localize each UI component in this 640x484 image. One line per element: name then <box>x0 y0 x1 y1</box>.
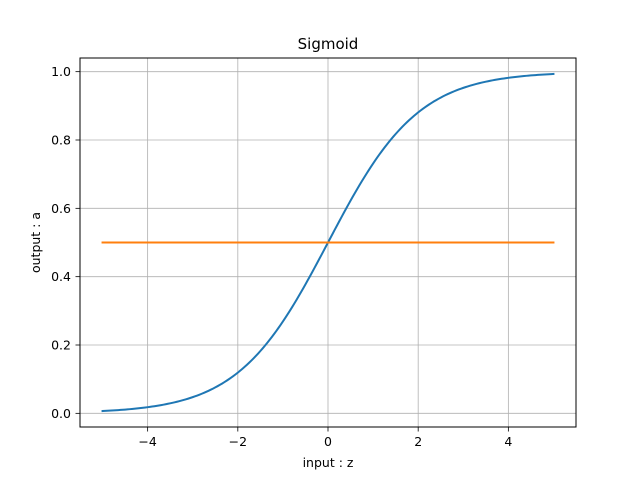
chart-title: Sigmoid <box>298 35 359 53</box>
y-tick-label: 1.0 <box>51 64 71 79</box>
y-tick-label: 0.4 <box>51 269 71 284</box>
ticks: −4 −2 0 2 4 0.0 0.2 0.4 0.6 0.8 1.0 <box>51 64 512 449</box>
y-tick-label: 0.2 <box>51 338 71 353</box>
x-tick-label: 4 <box>504 434 512 449</box>
y-axis-label: output : a <box>28 212 43 273</box>
x-axis-label: input : z <box>303 455 354 470</box>
x-tick-label: 2 <box>414 434 422 449</box>
y-tick-label: 0.6 <box>51 201 71 216</box>
series-layer <box>101 72 555 413</box>
x-tick-label: −2 <box>229 434 247 449</box>
x-tick-label: −4 <box>138 434 156 449</box>
y-tick-label: 0.8 <box>51 133 71 148</box>
y-tick-label: 0.0 <box>51 406 71 421</box>
x-tick-label: 0 <box>324 434 332 449</box>
